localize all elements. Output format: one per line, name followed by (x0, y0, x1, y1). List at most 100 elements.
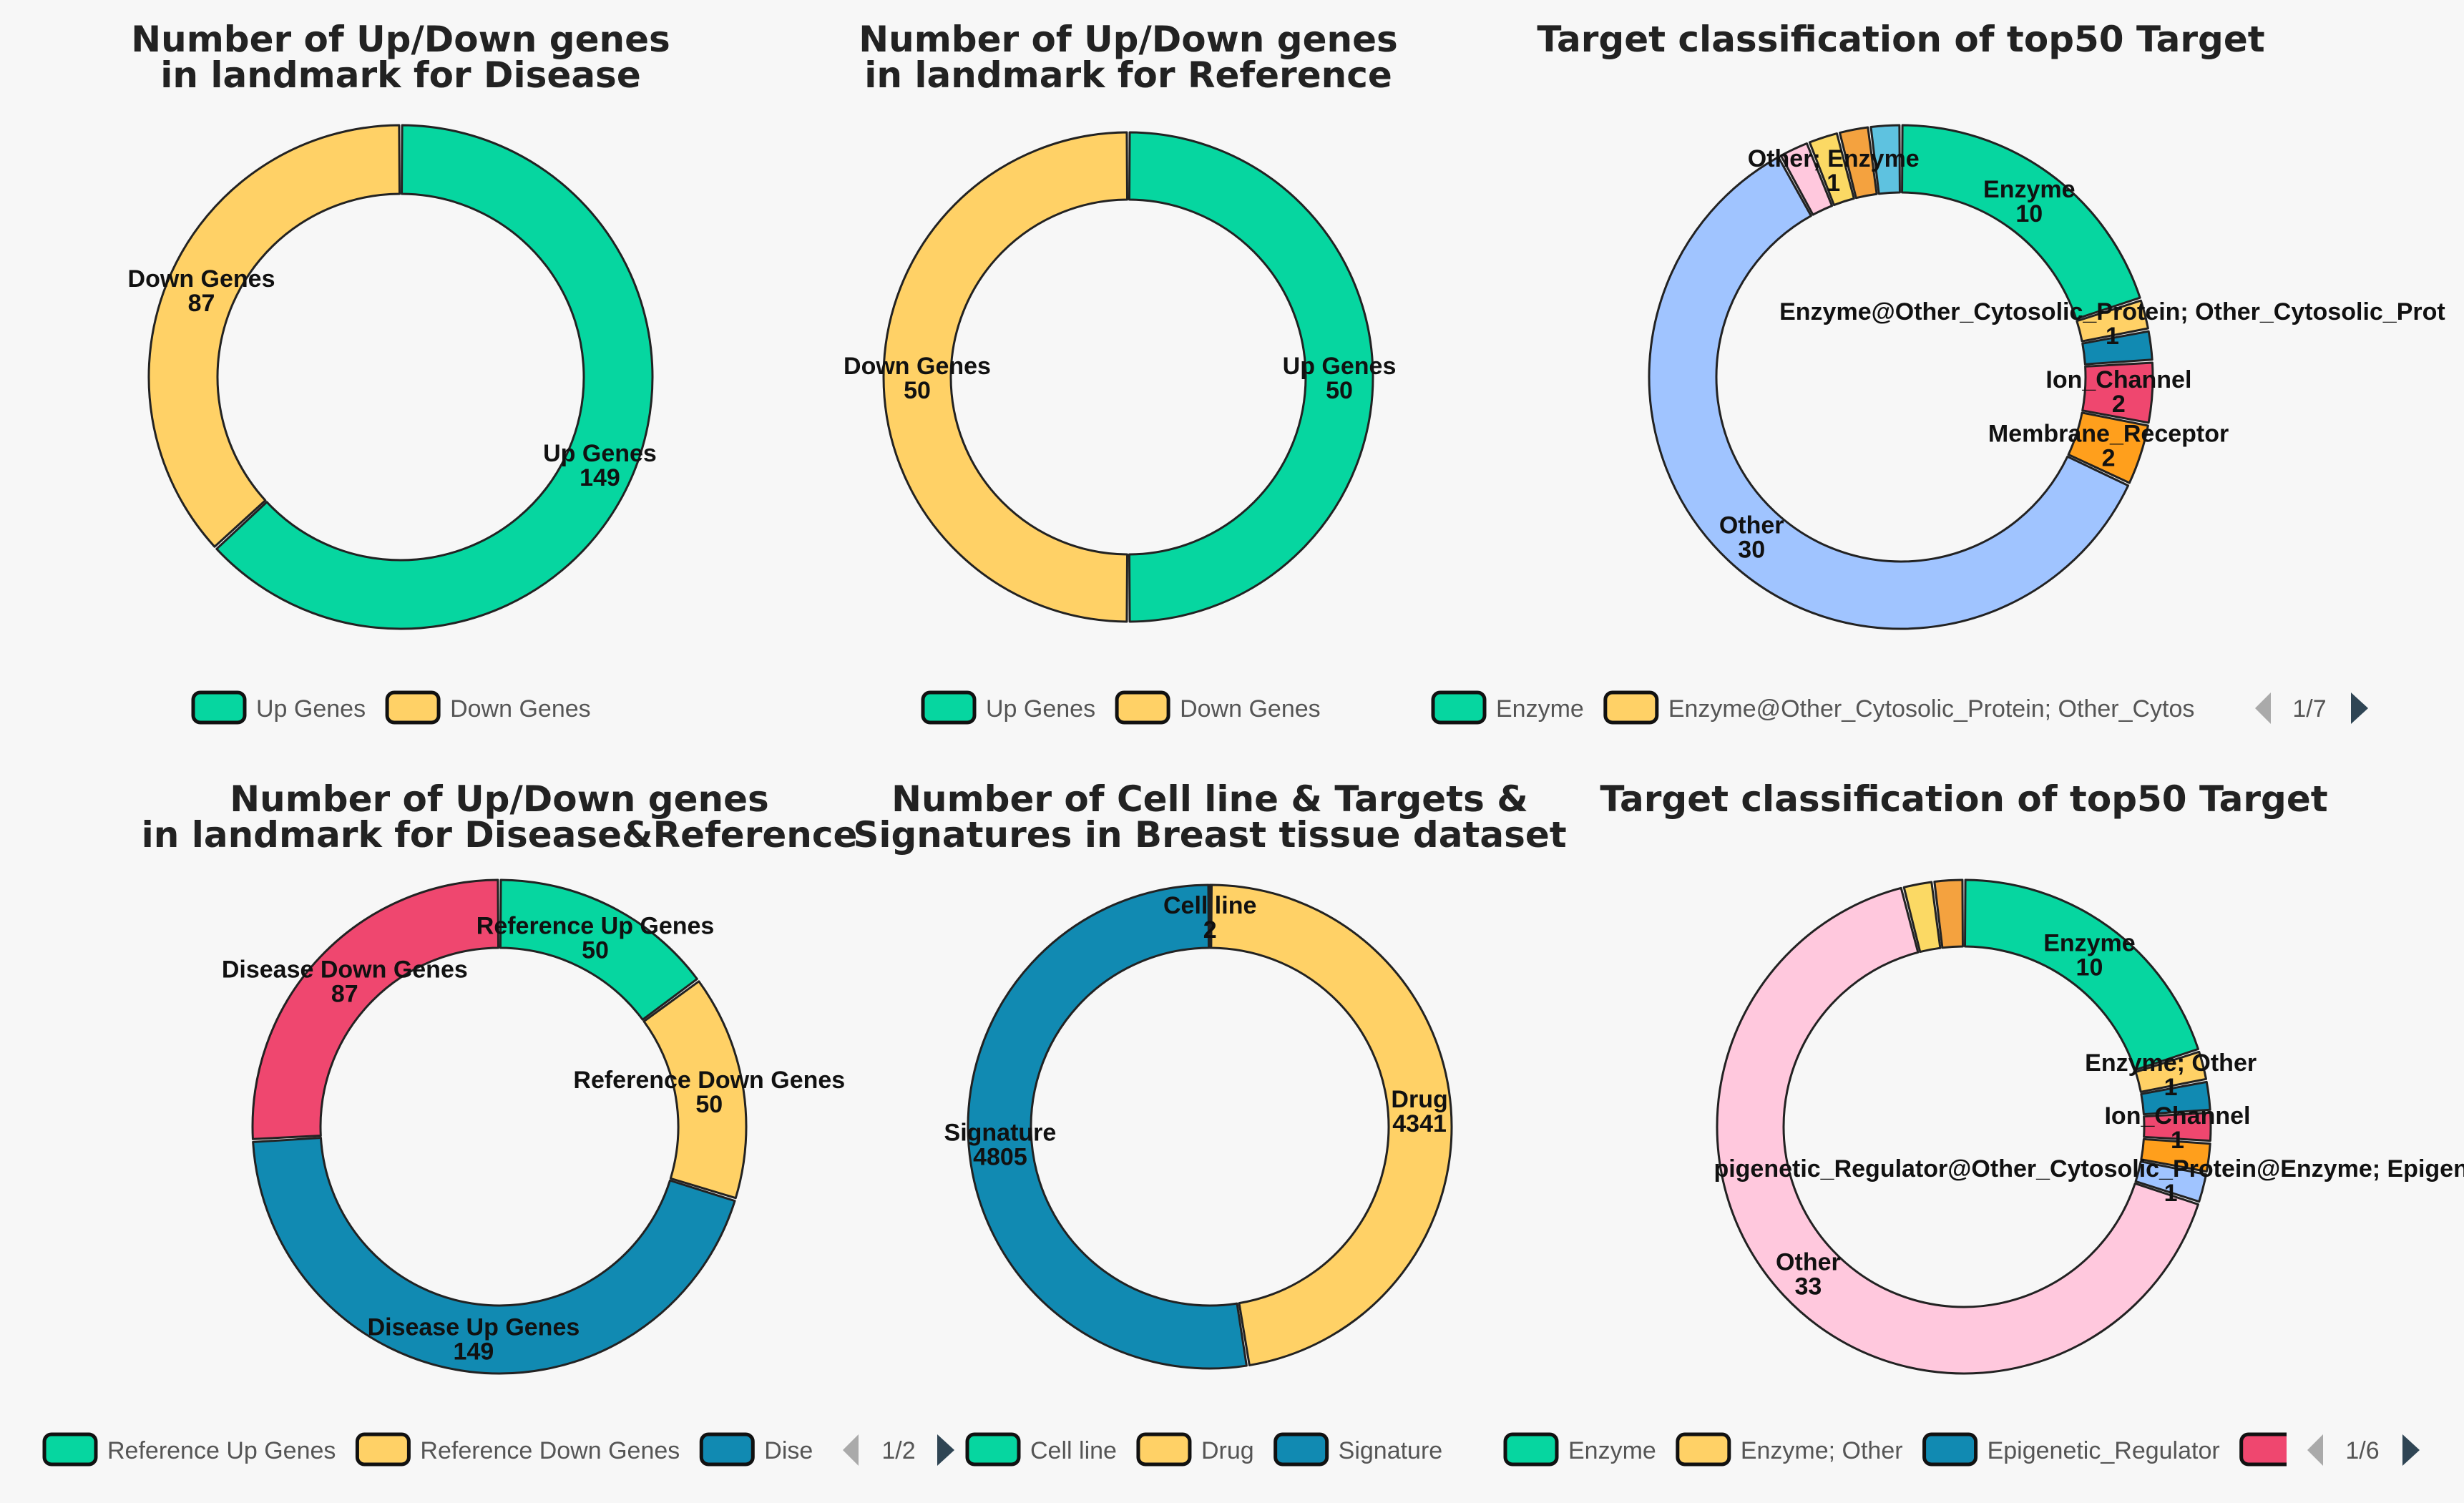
prev-page-icon[interactable] (843, 1434, 859, 1466)
legend-item[interactable]: Down Genes (1115, 690, 1321, 725)
page-indicator: 1/7 (2292, 695, 2326, 723)
segment-ion-channel[interactable] (2143, 1111, 2212, 1142)
segment-enzyme[interactable] (1901, 124, 2141, 320)
segment-drug[interactable] (1210, 883, 1453, 1366)
chart-title: Target classification of top50 Target (1600, 778, 2327, 820)
legend-pager: 1/7 (2255, 692, 2368, 724)
page-indicator: 1/6 (2345, 1437, 2379, 1464)
legend-pager: 1/6 (2307, 1434, 2420, 1466)
legend-item[interactable]: Enzyme (1503, 1432, 1656, 1467)
segment-signature[interactable] (967, 883, 1248, 1370)
legend-item[interactable]: Signature (1273, 1432, 1443, 1467)
segment-value: 2 (1203, 916, 1217, 944)
segment-enzyme-other[interactable] (2134, 1050, 2207, 1093)
segment-pigenetic-regulator-other-cytosolic-protein-enzyme-epigenetic-regulato[interactable] (2134, 1160, 2207, 1203)
next-page-icon[interactable] (937, 1434, 954, 1466)
legend-item[interactable]: Up Genes (921, 690, 1095, 725)
segment-value: 1 (2171, 1127, 2184, 1154)
legend-item[interactable]: Enzyme (1431, 690, 1584, 725)
donut-chart-5: Number of Cell line & Targets &Signature… (853, 778, 1567, 1467)
legend-item[interactable]: Cell line (965, 1432, 1117, 1467)
legend-label: Down Genes (1180, 695, 1321, 723)
segment-up-genes[interactable] (215, 124, 654, 630)
segment-value: 2 (2112, 391, 2126, 418)
legend-item[interactable]: Drug (1136, 1432, 1254, 1467)
segment-value: 1 (2106, 323, 2119, 350)
legend-item[interactable]: Enzyme; Other (1676, 1432, 1903, 1467)
page-indicator: 1/2 (881, 1437, 915, 1464)
segment-unlabeled[interactable] (2081, 330, 2153, 366)
segment-label: Up Genes (1283, 353, 1397, 380)
segment-value: 1 (2164, 1180, 2178, 1207)
segment-value: 4341 (1392, 1110, 1447, 1137)
segment-label: Cell line (1163, 892, 1256, 919)
segment-label: Reference Up Genes (476, 912, 715, 939)
legend-swatch (1115, 690, 1170, 725)
prev-page-icon[interactable] (2307, 1434, 2323, 1466)
segment-up-genes[interactable] (1128, 131, 1374, 623)
legend-label: Up Genes (256, 695, 366, 723)
legend-item[interactable]: Enzyme@Other_Cytosolic_Protein; Other_Cy… (1603, 690, 2195, 725)
legend-label: Enzyme; Other (1741, 1437, 1903, 1464)
legend-swatch (2239, 1432, 2287, 1467)
segment-other-enzyme[interactable] (1808, 132, 1855, 207)
legend-swatch (921, 690, 977, 725)
segment-value: 149 (580, 464, 620, 491)
segment-enzyme[interactable] (1964, 878, 2199, 1072)
chart-title: in landmark for Disease&Reference (142, 814, 858, 856)
prev-page-icon[interactable] (2255, 692, 2271, 724)
legend-item[interactable]: Up Genes (191, 690, 366, 725)
segment-ion-channel[interactable] (2081, 361, 2154, 424)
segment-down-genes[interactable] (882, 131, 1129, 623)
legend-swatch (699, 1432, 755, 1467)
segment-label: Enzyme (2043, 930, 2136, 957)
segment-reference-up-genes[interactable] (499, 878, 698, 1021)
legend-swatch (1431, 690, 1487, 725)
segment-disease-up-genes[interactable] (252, 1137, 736, 1375)
legend-swatch (1922, 1432, 1978, 1467)
segment-membrane-receptor[interactable] (2067, 411, 2149, 484)
segment-down-genes[interactable] (147, 124, 401, 548)
segment-unlabeled[interactable] (2140, 1137, 2211, 1173)
legend-swatch (965, 1432, 1021, 1467)
chart-title: Number of Up/Down genes (230, 778, 769, 820)
segment-value: 50 (904, 377, 931, 404)
next-page-icon[interactable] (2402, 1434, 2420, 1466)
segment-other[interactable] (1716, 886, 2199, 1375)
legend: Up Genes Down Genes (921, 690, 1321, 725)
legend-swatch (42, 1432, 98, 1467)
legend-swatch (1503, 1432, 1559, 1467)
segment-label: Membrane_Receptor (1988, 420, 2229, 447)
next-page-icon[interactable] (2351, 692, 2368, 724)
legend: Reference Up Genes Reference Down Genes Di… (42, 1432, 813, 1467)
legend-label: Drug (1201, 1437, 1254, 1464)
legend-item[interactable]: Reference Down Genes (355, 1432, 680, 1467)
legend-item[interactable]: Reference Up Genes (42, 1432, 336, 1467)
segment-unlabeled[interactable] (1779, 142, 1834, 216)
segment-unlabeled[interactable] (1869, 124, 1901, 195)
segment-value: 1 (1827, 170, 1840, 197)
legend: Enzyme Enzyme; Other Epigenetic_Regulator (1503, 1432, 2293, 1467)
segment-value: 4805 (973, 1143, 1027, 1170)
segment-unlabeled[interactable] (1902, 881, 1942, 954)
segment-other[interactable] (1648, 156, 2130, 630)
segment-unlabeled[interactable] (2140, 1080, 2211, 1116)
legend-label: Enzyme (1568, 1437, 1656, 1464)
legend: Cell line Drug Signature (965, 1432, 1443, 1467)
segment-disease-down-genes[interactable] (251, 878, 499, 1140)
segment-reference-down-genes[interactable] (642, 980, 748, 1200)
legend-swatch (191, 690, 247, 725)
legend-item[interactable]: Epigenetic_Regulator (1922, 1432, 2220, 1467)
segment-label: pigenetic_Regulator@Other_Cytosolic_Prot… (1713, 1155, 2464, 1183)
segment-label: Other (1776, 1248, 1841, 1276)
segment-value: 50 (1326, 377, 1353, 404)
segment-unlabeled[interactable] (1933, 878, 1964, 949)
segment-enzyme-other-cytosolic-protein-other-cytosolic-prot[interactable] (2076, 299, 2149, 343)
segment-unlabeled[interactable] (1839, 126, 1878, 200)
legend-item[interactable]: Down Genes (385, 690, 591, 725)
legend-item[interactable] (2239, 1432, 2293, 1467)
legend-item[interactable]: Dise (699, 1432, 813, 1467)
